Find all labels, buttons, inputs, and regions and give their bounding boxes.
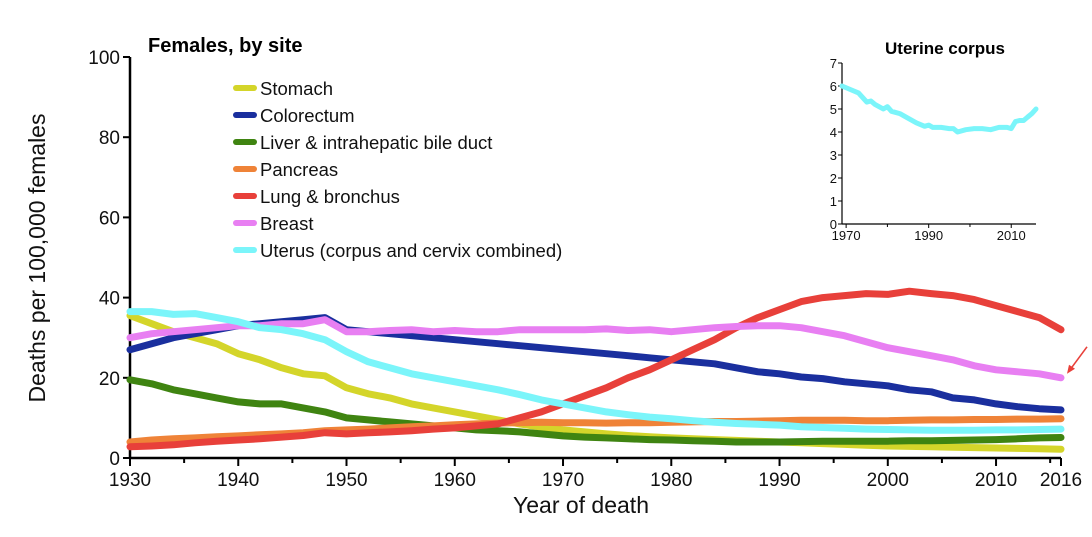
- inset-series-line-uterine-corpus: [839, 83, 1039, 135]
- x-tick-label: 2010: [975, 470, 1017, 491]
- x-tick-label: 1930: [109, 470, 151, 491]
- inset-axes: 0 1 2 3 4 5 6 7 1970 1990 2010: [830, 56, 1036, 243]
- inset-title: Uterine corpus: [885, 39, 1005, 58]
- x-axis-title: Year of death: [513, 492, 649, 518]
- x-tick-label: 2000: [867, 470, 909, 491]
- inset-y-tick-label: 2: [830, 171, 837, 186]
- y-tick-label: 100: [88, 48, 120, 69]
- series-line-stomach: [126, 312, 1065, 453]
- legend-item-lung-and-bronchus: Lung & bronchus: [233, 186, 400, 207]
- legend-item-liver-and-intrahepatic-bile-duct: Liver & intrahepatic bile duct: [233, 132, 492, 153]
- x-tick-label: 1980: [650, 470, 692, 491]
- inset-x-tick-label: 1970: [832, 228, 861, 243]
- inset-y-tick-label: 6: [830, 79, 837, 94]
- y-axis-title: Deaths per 100,000 females: [24, 114, 50, 403]
- legend-label: Colorectum: [260, 105, 355, 126]
- series-line-lung-and-bronchus: [126, 287, 1065, 451]
- inset-x-tick-label: 1990: [914, 228, 943, 243]
- y-tick-label: 20: [99, 369, 120, 390]
- x-tick-label: 1940: [217, 470, 259, 491]
- inset-y-tick-label: 5: [830, 102, 837, 117]
- x-tick-label: 2016: [1040, 470, 1082, 491]
- legend-item-pancreas: Pancreas: [233, 159, 338, 180]
- legend-item-breast: Breast: [233, 213, 313, 234]
- legend-label: Pancreas: [260, 159, 338, 180]
- inset-y-tick-label: 0: [830, 217, 837, 232]
- x-tick-label: 1950: [325, 470, 367, 491]
- inset-y-tick-label: 1: [830, 194, 837, 209]
- main-series-group: [126, 287, 1065, 453]
- legend-item-stomach: Stomach: [233, 78, 333, 99]
- legend: Stomach Colorectum Liver & intrahepatic bi…: [233, 78, 562, 261]
- x-tick-label: 1990: [758, 470, 800, 491]
- y-tick-label: 40: [99, 289, 120, 310]
- series-line-uterus-corpus-and-cervix-combined: [126, 308, 1065, 434]
- annotation-arrow: [1067, 346, 1088, 374]
- inset-x-tick-label: 2010: [997, 228, 1026, 243]
- arrow-shaft: [1069, 346, 1088, 371]
- legend-label: Uterus (corpus and cervix combined): [260, 240, 562, 261]
- legend-item-uterus-corpus-and-cervix-combined: Uterus (corpus and cervix combined): [233, 240, 562, 261]
- inset-chart: Uterine corpus 0 1 2 3 4 5 6 7 1970 1990 2010: [830, 39, 1039, 243]
- legend-item-colorectum: Colorectum: [233, 105, 355, 126]
- y-tick-label: 0: [109, 449, 120, 470]
- legend-label: Liver & intrahepatic bile duct: [260, 132, 492, 153]
- arrow-head-icon: [1067, 364, 1075, 374]
- inset-y-tick-label: 3: [830, 148, 837, 163]
- y-tick-label: 60: [99, 208, 120, 229]
- main-chart: Females, by site Deaths per 100,000 fema…: [24, 35, 1088, 518]
- inset-series-group: [839, 83, 1039, 135]
- legend-label: Stomach: [260, 78, 333, 99]
- series-line-breast: [126, 316, 1065, 382]
- inset-y-tick-label: 7: [830, 56, 837, 71]
- chart-title: Females, by site: [148, 35, 303, 57]
- x-tick-label: 1970: [542, 470, 584, 491]
- y-tick-label: 80: [99, 128, 120, 149]
- legend-label: Breast: [260, 213, 313, 234]
- legend-label: Lung & bronchus: [260, 186, 400, 207]
- series-line-liver-and-intrahepatic-bile-duct: [126, 376, 1065, 446]
- x-tick-label: 1960: [434, 470, 476, 491]
- inset-y-tick-label: 4: [830, 125, 837, 140]
